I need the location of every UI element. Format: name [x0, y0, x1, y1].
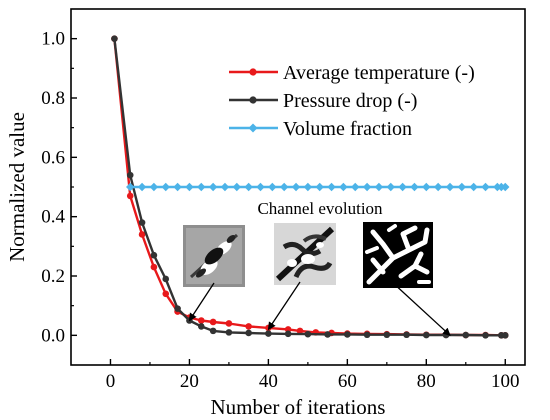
data-point	[244, 182, 253, 192]
data-point	[327, 182, 336, 192]
inset-arrow-final	[391, 281, 451, 337]
data-point	[256, 182, 265, 192]
data-point	[481, 182, 490, 192]
legend-label-volume-fraction: Volume fraction	[283, 118, 412, 140]
series-volume-fraction	[126, 182, 510, 192]
legend-label-average-temperature: Average temperature (-)	[283, 62, 475, 84]
data-point	[209, 327, 217, 335]
data-point	[197, 182, 206, 192]
x-tick-label: 80	[417, 371, 436, 392]
inset-arrows	[188, 281, 451, 337]
y-axis-ticks: 0.0 0.2 0.4 0.6 0.8 1.0	[41, 29, 77, 346]
data-point	[197, 317, 205, 324]
data-point	[208, 182, 218, 192]
data-point	[174, 305, 181, 312]
data-point	[433, 182, 443, 192]
data-point	[265, 330, 272, 337]
data-point	[284, 330, 292, 338]
data-point	[304, 330, 312, 338]
data-point	[422, 182, 431, 192]
data-point	[351, 182, 360, 192]
legend-entry-average-temperature: Average temperature (-)	[229, 62, 475, 84]
data-point	[279, 182, 289, 192]
data-point	[162, 290, 170, 298]
data-point	[386, 182, 395, 192]
data-point	[225, 329, 233, 336]
legend-entry-pressure-drop: Pressure drop (-)	[229, 90, 417, 112]
data-point	[245, 329, 252, 337]
data-point	[126, 182, 135, 192]
data-point	[383, 331, 391, 339]
data-point	[126, 171, 134, 179]
data-point	[126, 192, 134, 200]
data-point	[162, 275, 170, 283]
x-axis-title: Number of iterations	[211, 395, 386, 419]
series-layer	[111, 35, 510, 339]
data-point	[362, 182, 372, 192]
x-tick-label: 100	[491, 371, 520, 392]
legend-entry-volume-fraction: Volume fraction	[229, 118, 412, 140]
y-tick-label: 0.8	[41, 88, 65, 109]
data-point	[232, 182, 242, 192]
data-point	[137, 182, 147, 192]
y-tick-label: 0.6	[41, 147, 65, 168]
data-point	[111, 35, 118, 42]
data-point	[268, 182, 277, 192]
channel-evolution-inset-early	[183, 225, 245, 287]
data-point	[363, 331, 371, 339]
data-point	[245, 323, 252, 330]
y-tick-label: 0.4	[41, 207, 65, 228]
data-point	[457, 182, 467, 192]
data-point	[445, 182, 455, 192]
inset-arrow-middle	[267, 281, 301, 331]
data-point	[423, 331, 430, 339]
x-tick-label: 20	[180, 371, 199, 392]
x-tick-label: 60	[338, 371, 357, 392]
data-point	[150, 263, 158, 271]
channel-evolution-inset-middle	[274, 223, 336, 285]
data-point	[324, 331, 331, 338]
data-point	[173, 182, 182, 192]
legend: Average temperature (-) Pressure drop (-…	[229, 62, 475, 140]
x-axis-ticks: 0 20 40 60 80 100	[106, 359, 520, 392]
annotation-channel-evolution: Channel evolution	[257, 199, 383, 218]
data-point	[197, 323, 205, 330]
data-point	[403, 331, 410, 339]
data-point	[462, 331, 470, 339]
data-point	[410, 182, 419, 192]
data-point	[296, 327, 304, 335]
data-point	[220, 182, 230, 192]
data-point	[442, 331, 450, 339]
data-point	[161, 182, 170, 192]
x-tick-label: 0	[106, 371, 116, 392]
data-point	[398, 182, 407, 192]
y-tick-label: 0.0	[41, 325, 65, 346]
data-point	[482, 332, 489, 339]
data-point	[291, 182, 301, 192]
data-point	[150, 251, 158, 259]
y-tick-label: 0.2	[41, 266, 65, 287]
data-point	[374, 182, 384, 192]
data-point	[185, 182, 194, 192]
legend-label-pressure-drop: Pressure drop (-)	[283, 90, 417, 112]
y-tick-label: 1.0	[41, 29, 65, 50]
x-tick-label: 40	[259, 371, 278, 392]
data-point	[501, 332, 509, 339]
inset-arrow-early	[188, 282, 215, 322]
data-point	[225, 320, 233, 327]
data-point	[315, 182, 324, 192]
data-point	[149, 182, 159, 192]
data-point	[344, 331, 351, 338]
data-point	[303, 182, 313, 192]
data-point	[501, 182, 510, 192]
data-point	[138, 219, 146, 226]
data-point	[209, 318, 217, 326]
y-axis-title: Normalized value	[5, 112, 29, 262]
channel-evolution-inset-final	[363, 222, 433, 288]
data-point	[469, 182, 478, 192]
data-point	[339, 182, 348, 192]
data-point	[138, 231, 146, 238]
